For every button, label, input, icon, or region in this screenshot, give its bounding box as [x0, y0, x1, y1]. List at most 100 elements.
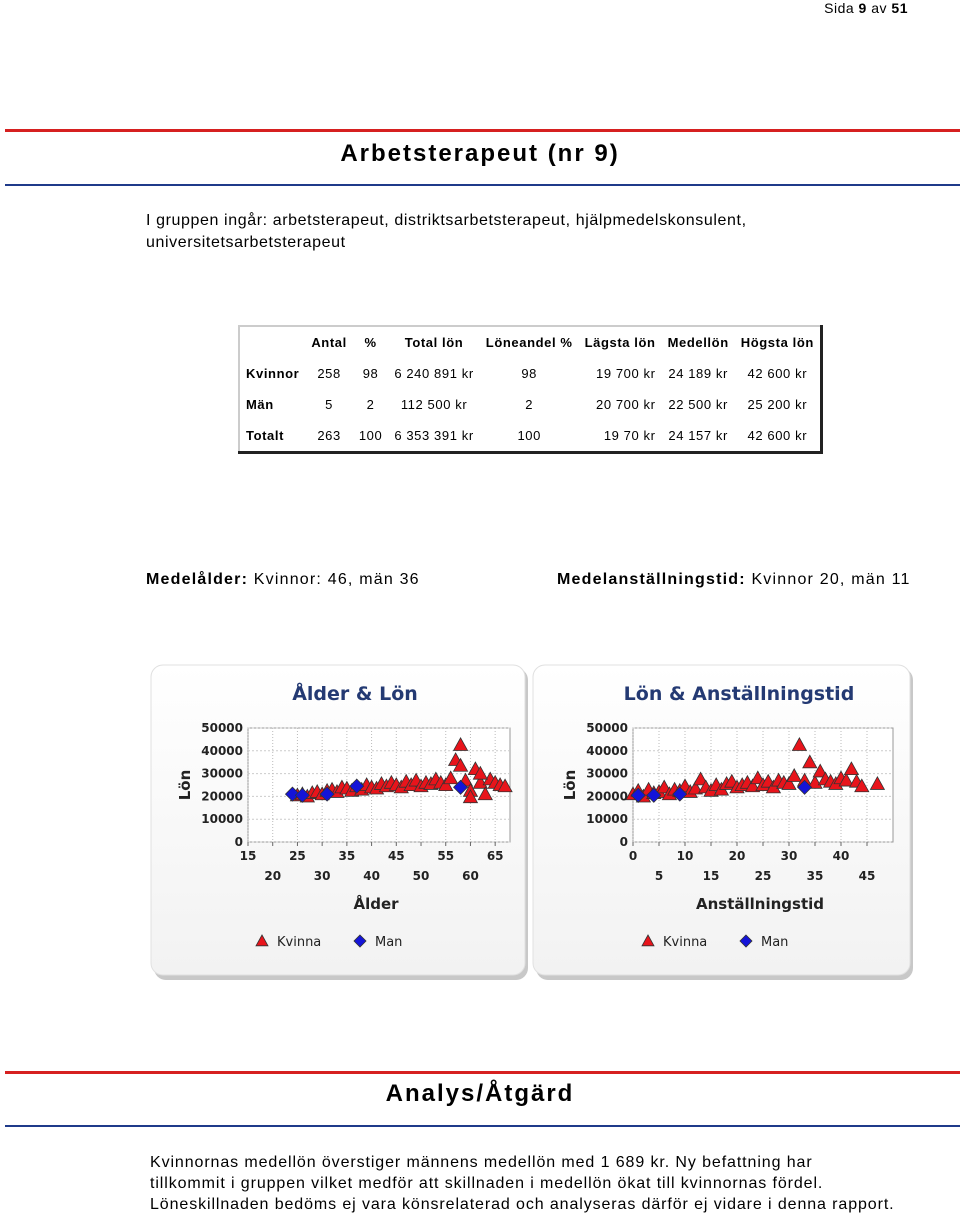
table-cell: 24 189 kr — [668, 366, 728, 381]
y-tick-label: 0 — [620, 835, 628, 849]
x-axis-label: Ålder — [353, 894, 399, 913]
section-title: Analys/Åtgärd — [385, 1080, 575, 1107]
x-tick-label: 15 — [703, 869, 720, 883]
analysis-text: Kvinnornas medellön överstiger männens m… — [150, 1152, 895, 1215]
y-tick-label: 10000 — [586, 812, 628, 826]
legend-label: Man — [761, 935, 788, 950]
data-point — [497, 778, 513, 793]
table-cell: 22 500 kr — [668, 397, 728, 412]
data-point — [869, 776, 886, 790]
chart: Lön & Anställningstid0100002000030000400… — [532, 664, 913, 980]
analysis-line: tillkommit i gruppen vilket medför att s… — [150, 1175, 824, 1192]
table-cell: 100 — [517, 428, 541, 443]
intro-line: universitetsarbetsterapeut — [146, 234, 346, 251]
data-point — [438, 777, 454, 791]
column-header: Total lön — [404, 335, 464, 350]
data-point — [452, 737, 469, 751]
x-tick-label: 45 — [859, 869, 876, 883]
page-of: av — [871, 0, 888, 16]
page-current: 9 — [858, 0, 867, 16]
data-point — [442, 770, 459, 785]
y-tick-label: 30000 — [586, 767, 628, 781]
data-point — [284, 786, 301, 802]
x-tick-label: 50 — [413, 869, 430, 883]
legend-label: Kvinna — [277, 935, 321, 950]
table-row: Män 5 2 112 500 kr 2 20 700 kr 22 500 kr 25 200… — [239, 389, 821, 420]
y-tick-label: 10000 — [201, 812, 243, 826]
column-header: Högsta lön — [740, 335, 814, 350]
x-tick-label: 35 — [339, 849, 356, 863]
data-point — [744, 778, 761, 793]
table-cell: 20 700 kr — [595, 397, 656, 412]
x-tick-label: 30 — [314, 869, 331, 883]
x-tick-label: 0 — [629, 849, 637, 863]
data-point — [646, 787, 662, 803]
stat-text: Kvinnor: 46, män 36 — [253, 571, 420, 588]
data-point — [477, 786, 493, 801]
x-tick-label: 55 — [437, 849, 454, 863]
table-cell: 6 353 391 kr — [394, 428, 474, 443]
data-point — [797, 779, 813, 795]
data-point — [349, 778, 365, 794]
x-tick-label: 40 — [833, 849, 850, 863]
rule — [5, 129, 960, 132]
column-header: Löneandel % — [485, 335, 573, 350]
page-label: Sida — [824, 0, 855, 16]
y-tick-label: 40000 — [586, 744, 628, 758]
y-tick-label: 20000 — [201, 789, 243, 803]
x-tick-label: 25 — [755, 869, 772, 883]
x-tick-label: 65 — [487, 849, 504, 863]
table-cell: 2 — [366, 397, 375, 412]
legend-marker — [641, 934, 655, 947]
x-tick-label: 25 — [289, 849, 306, 863]
table-cell: 5 — [325, 397, 333, 412]
table-cell: 263 — [317, 428, 341, 443]
table-cell: 24 157 kr — [668, 428, 728, 443]
header-row: Antal% Total lön Löneandel % Lägsta lön Mede… — [239, 326, 821, 358]
rule — [5, 1071, 960, 1074]
intro-line: I gruppen ingår: arbetsterapeut, distrik… — [146, 212, 747, 229]
data-point — [786, 768, 802, 782]
y-axis-label: Lön — [176, 770, 194, 801]
table-cell: 98 — [521, 366, 538, 381]
legend-marker — [353, 934, 367, 948]
data-point — [472, 765, 489, 780]
chart: Ålder & Lön 0 10000 20000 30000 40000 50000 15 2… — [150, 664, 528, 980]
data-point — [692, 771, 709, 786]
data-point — [791, 737, 808, 751]
column-header: Lägsta lön — [584, 335, 656, 350]
data-point — [452, 757, 469, 772]
table-cell: 6 240 891 kr — [394, 366, 474, 381]
intro: I gruppen ingår: arbetsterapeut, distrik… — [146, 210, 747, 254]
data-point — [453, 779, 469, 795]
age-stat: Medelålder: Kvinnor: 46, män 36 — [146, 571, 420, 589]
y-tick-label: 20000 — [586, 789, 628, 803]
table-cell: 42 600 kr — [747, 366, 808, 381]
y-tick-label: 50000 — [586, 721, 628, 735]
y-tick-label: 30000 — [201, 767, 243, 781]
table-cell: 2 — [525, 397, 534, 412]
stat-text: Kvinnor 20, män 11 — [751, 571, 911, 588]
data-point — [294, 787, 310, 803]
legend-marker — [255, 934, 269, 947]
analysis-line: Löneskillnaden bedöms ej vara könsrelate… — [150, 1196, 895, 1213]
table-cell: 98 — [362, 366, 379, 381]
table-cell: 25 200 kr — [747, 397, 808, 412]
legend-marker — [739, 934, 753, 948]
x-tick-label: 30 — [781, 849, 798, 863]
data-point — [843, 761, 860, 776]
column-header: Antal — [311, 335, 347, 350]
data-point — [319, 786, 335, 802]
data-point — [802, 754, 818, 769]
data-point — [462, 789, 479, 804]
tenure-stat: Medelanställningstid: Kvinnor 20, män 11 — [557, 571, 911, 589]
stat-label: Medelanställningstid: — [557, 571, 746, 588]
y-tick-label: 40000 — [201, 744, 243, 758]
table-cell: 19 700 kr — [595, 366, 656, 381]
row-header: Män — [246, 397, 274, 412]
x-tick-label: 20 — [264, 869, 281, 883]
data-point — [838, 772, 854, 787]
data-point — [812, 763, 828, 778]
data-point — [687, 780, 704, 795]
x-tick-label: 45 — [388, 849, 405, 863]
